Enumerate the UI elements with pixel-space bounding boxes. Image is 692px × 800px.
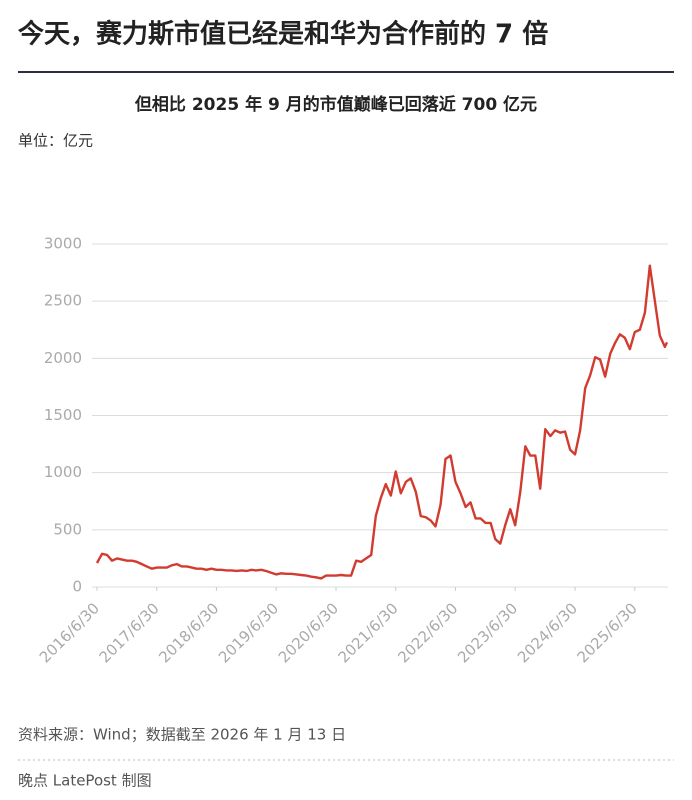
x-tick-label: 2021/6/30 xyxy=(335,599,402,666)
source: 资料来源：Wind；数据截至 2026 年 1 月 13 日 xyxy=(18,726,346,744)
data-line xyxy=(95,264,669,580)
x-tick-label: 2018/6/30 xyxy=(155,599,222,666)
x-tick-label: 2019/6/30 xyxy=(215,599,282,666)
x-tick-label: 2023/6/30 xyxy=(454,599,521,666)
y-tick-label: 500 xyxy=(53,520,82,538)
page-title: 今天，赛力斯市值已经是和华为合作前的 7 倍 xyxy=(18,19,548,50)
x-tick-label: 2024/6/30 xyxy=(514,599,581,666)
y-tick-label: 2500 xyxy=(44,292,82,310)
y-tick-label: 3000 xyxy=(44,235,82,253)
y-tick-label: 0 xyxy=(72,578,82,596)
chart-title: 但相比 2025 年 9 月的市值巅峰已回落近 700 亿元 xyxy=(135,94,537,115)
x-tick-label: 2020/6/30 xyxy=(275,599,342,666)
y-axis-label: 单位：亿元 xyxy=(18,132,93,150)
y-tick-label: 1500 xyxy=(44,406,82,424)
x-tick-label: 2016/6/30 xyxy=(36,599,103,666)
y-tick-label: 1000 xyxy=(44,463,82,481)
x-tick-label: 2025/6/30 xyxy=(574,599,641,666)
y-tick-label: 2000 xyxy=(44,349,82,367)
x-tick-label: 2017/6/30 xyxy=(96,599,163,666)
x-tick-label: 2022/6/30 xyxy=(394,599,461,666)
credit: 晚点 LatePost 制图 xyxy=(18,772,152,790)
